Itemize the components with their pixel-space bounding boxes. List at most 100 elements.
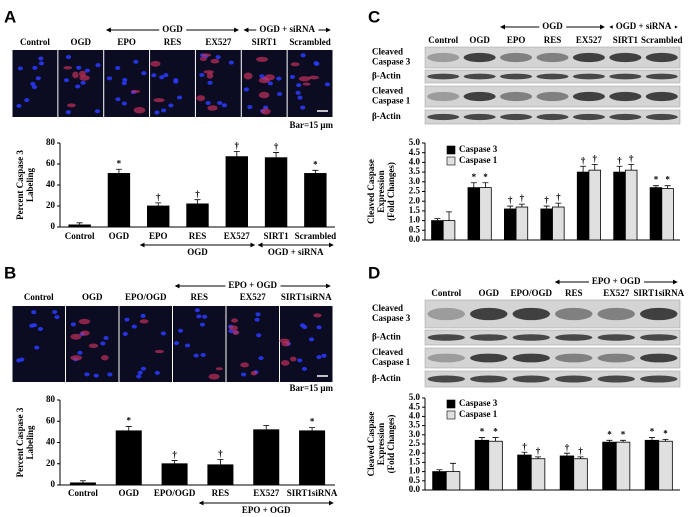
nucleus xyxy=(133,59,139,64)
error-bar xyxy=(563,452,570,456)
column-label: SIRT1 xyxy=(613,35,639,45)
y-tick-label: 2.0 xyxy=(409,195,421,205)
y-axis-label: Cleaved Caspase xyxy=(366,159,376,224)
column-label: EPO xyxy=(117,37,136,47)
error-bar xyxy=(312,169,319,174)
row-label: Caspase 1 xyxy=(372,357,411,367)
nucleus xyxy=(141,71,147,76)
bar xyxy=(588,169,601,241)
error-bar xyxy=(76,222,83,225)
nucleus xyxy=(193,353,199,358)
y-axis-label: (Fold Changes) xyxy=(386,415,396,474)
significance: * xyxy=(665,175,670,185)
band xyxy=(427,353,465,363)
error-bar xyxy=(652,185,659,188)
column-label: OGD xyxy=(82,292,103,302)
nucleus xyxy=(321,353,327,358)
bar xyxy=(479,187,492,241)
nucleus xyxy=(136,374,142,379)
band xyxy=(427,73,460,80)
stain xyxy=(258,77,270,84)
significance: * xyxy=(480,427,485,437)
stain xyxy=(258,91,270,99)
stain xyxy=(67,103,76,108)
group-label: EPO + OGD xyxy=(228,280,277,290)
nucleus xyxy=(173,79,179,84)
nucleus xyxy=(103,336,109,341)
panel-letter: C xyxy=(368,7,380,26)
nucleus xyxy=(168,103,174,108)
bar xyxy=(299,430,326,486)
nucleus xyxy=(76,65,82,70)
nucleus xyxy=(301,366,308,371)
significance: † xyxy=(593,153,598,163)
band xyxy=(536,91,569,102)
y-tick-label: 60 xyxy=(46,158,56,168)
y-tick-label: 1.5 xyxy=(409,456,421,466)
bar xyxy=(552,206,565,241)
nucleus xyxy=(31,85,38,90)
nucleus xyxy=(115,97,121,102)
panel-letter: A xyxy=(4,7,16,26)
y-tick-label: 20 xyxy=(46,200,56,210)
nucleus xyxy=(24,98,30,103)
y-tick-label: 80 xyxy=(46,137,56,147)
y-tick-label: 4.5 xyxy=(409,147,421,157)
legend-label: Caspase 1 xyxy=(459,409,498,419)
bar xyxy=(186,203,209,228)
y-axis-label: Cleaved Caspase xyxy=(366,412,376,477)
bar xyxy=(661,188,674,241)
y-tick-label: 3.0 xyxy=(409,176,421,186)
stain xyxy=(302,82,311,86)
band xyxy=(609,73,642,80)
nucleus xyxy=(35,76,41,81)
bar xyxy=(615,441,631,491)
column-label: Scrambled xyxy=(641,35,683,45)
error-bar xyxy=(543,205,550,209)
label-bg xyxy=(612,21,675,32)
bar xyxy=(559,455,575,491)
nucleus xyxy=(121,81,127,86)
nucleus xyxy=(16,103,22,108)
bar xyxy=(147,205,170,228)
band xyxy=(555,334,593,341)
nucleus xyxy=(19,357,25,362)
band xyxy=(536,113,569,121)
legend-swatch xyxy=(446,410,456,420)
column-label: Scrambled xyxy=(289,37,331,47)
stain xyxy=(256,56,268,62)
nucleus xyxy=(154,370,160,375)
error-bar xyxy=(309,427,316,431)
stain xyxy=(101,355,109,361)
nucleus xyxy=(258,356,264,361)
band xyxy=(427,334,465,341)
error-bar xyxy=(478,437,485,441)
row-label: Caspase 1 xyxy=(372,96,411,106)
stain xyxy=(130,89,141,94)
nucleus xyxy=(217,101,223,106)
stain xyxy=(88,343,99,349)
x-tick-label: RES xyxy=(212,488,230,498)
nucleus xyxy=(247,105,253,110)
blot xyxy=(424,370,681,388)
row-label: Cleaved xyxy=(372,347,403,357)
significance: † xyxy=(218,449,223,459)
error-bar xyxy=(115,168,122,174)
error-bar xyxy=(577,456,584,459)
y-tick-label: 20 xyxy=(46,458,56,468)
column-label: RES xyxy=(565,288,583,298)
bar xyxy=(161,463,188,486)
nucleus xyxy=(256,333,262,338)
significance: † xyxy=(235,140,240,150)
significance: * xyxy=(127,416,132,426)
nucleus xyxy=(137,370,143,375)
nucleus xyxy=(80,80,86,85)
nucleus xyxy=(124,317,130,322)
stain xyxy=(199,56,207,62)
label-bg xyxy=(225,280,281,291)
y-tick-label: 2.5 xyxy=(409,438,421,448)
stain xyxy=(260,108,271,115)
x-tick-label: EX527 xyxy=(224,231,251,241)
band xyxy=(512,375,550,383)
nucleus xyxy=(107,372,113,377)
